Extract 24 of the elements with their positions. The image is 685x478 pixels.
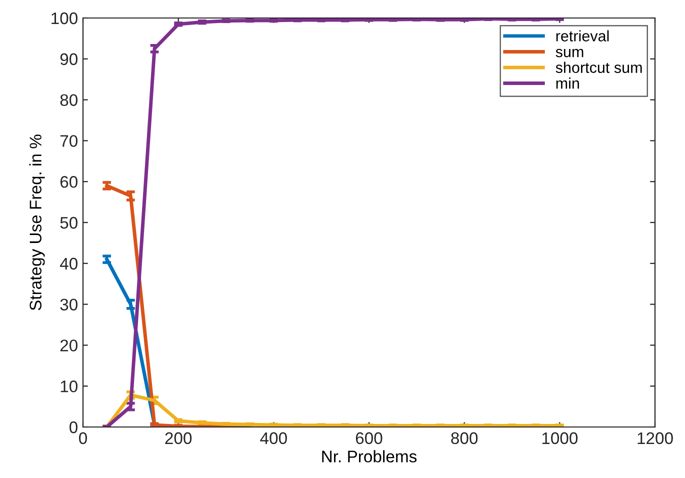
y-tick-label: 40	[60, 258, 78, 270]
y-tick-label: 0	[70, 421, 78, 434]
y-tick-label: 50	[60, 216, 78, 229]
legend-label: retrieval	[556, 30, 609, 42]
y-tick-label: 90	[60, 53, 78, 66]
y-tick-label: 20	[60, 340, 78, 352]
y-tick-label: 70	[60, 135, 78, 147]
x-axis-title: Nr. Problems	[322, 450, 417, 462]
x-tick-label: 0	[79, 432, 87, 444]
x-tick-label: 600	[356, 432, 382, 444]
x-tick-label: 800	[451, 432, 478, 444]
x-tick-label: 1000	[542, 432, 578, 444]
y-tick-label: 10	[60, 380, 78, 392]
y-tick-label: 30	[60, 298, 78, 311]
y-tick-label: 60	[60, 176, 78, 188]
legend-label: shortcut sum	[556, 62, 642, 73]
legend-label: sum	[556, 48, 584, 58]
y-axis-title: Strategy Use Freq. in %	[29, 134, 45, 310]
x-tick-label: 400	[260, 432, 287, 444]
x-tick-label: 1200	[638, 432, 673, 444]
legend-label: min	[556, 78, 579, 89]
y-tick-label: 100	[52, 12, 78, 24]
x-tick-label: 200	[165, 432, 192, 444]
y-tick-label: 80	[60, 94, 78, 106]
